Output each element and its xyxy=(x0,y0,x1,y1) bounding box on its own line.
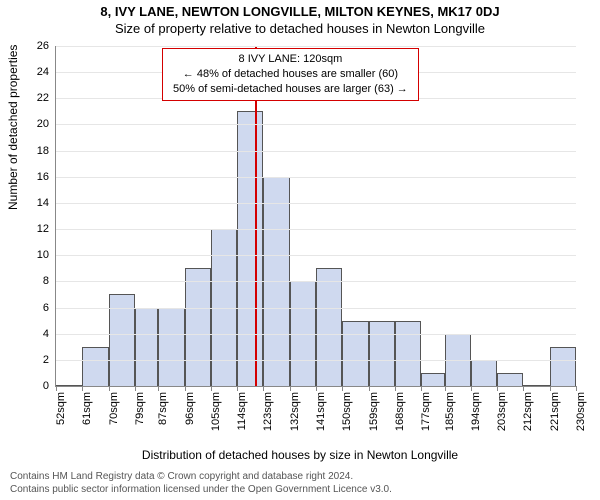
histogram-bar xyxy=(421,373,444,386)
footer-line1: Contains HM Land Registry data © Crown c… xyxy=(10,471,392,484)
gridline xyxy=(56,46,576,47)
y-axis-label: Number of detached properties xyxy=(6,45,20,210)
histogram-bar xyxy=(471,360,497,386)
x-tick-mark xyxy=(135,386,136,391)
histogram-bar xyxy=(369,321,395,386)
x-tick: 52sqm xyxy=(55,392,67,425)
y-tick: 22 xyxy=(23,92,49,104)
histogram-bar xyxy=(316,268,342,386)
x-tick-mark xyxy=(471,386,472,391)
y-tick: 20 xyxy=(23,118,49,130)
x-tick: 141sqm xyxy=(315,392,327,431)
y-tick: 14 xyxy=(23,197,49,209)
x-axis-label: Distribution of detached houses by size … xyxy=(0,448,600,462)
x-tick: 168sqm xyxy=(394,392,406,431)
x-tick: 114sqm xyxy=(236,392,248,430)
x-tick: 70sqm xyxy=(108,392,120,425)
callout-line1: 8 IVY LANE: 120sqm xyxy=(173,52,408,67)
x-tick-mark xyxy=(523,386,524,391)
gridline xyxy=(56,334,576,335)
y-tick: 16 xyxy=(23,171,49,183)
x-tick: 194sqm xyxy=(470,392,482,431)
x-tick-mark xyxy=(56,386,57,391)
x-tick: 177sqm xyxy=(420,392,432,431)
y-tick: 2 xyxy=(23,354,49,366)
x-tick-mark xyxy=(316,386,317,391)
histogram-bar xyxy=(237,111,263,386)
histogram-bar xyxy=(135,308,158,386)
x-tick: 132sqm xyxy=(289,392,301,431)
x-tick: 185sqm xyxy=(444,392,456,431)
gridline xyxy=(56,177,576,178)
x-tick: 96sqm xyxy=(184,392,196,425)
histogram-bar xyxy=(158,308,184,386)
footer-line2: Contains public sector information licen… xyxy=(10,484,392,497)
x-tick-mark xyxy=(445,386,446,391)
x-tick-mark xyxy=(185,386,186,391)
histogram-bar xyxy=(523,385,549,386)
gridline xyxy=(56,360,576,361)
x-tick-mark xyxy=(550,386,551,391)
chart-title-2: Size of property relative to detached ho… xyxy=(0,19,600,36)
x-tick: 150sqm xyxy=(341,392,353,431)
histogram-bar xyxy=(497,373,523,386)
x-tick-mark xyxy=(82,386,83,391)
y-tick: 6 xyxy=(23,302,49,314)
y-tick: 24 xyxy=(23,66,49,78)
y-tick: 12 xyxy=(23,223,49,235)
x-tick-mark xyxy=(342,386,343,391)
footer-text: Contains HM Land Registry data © Crown c… xyxy=(10,471,392,496)
histogram-bar xyxy=(185,268,211,386)
x-tick: 159sqm xyxy=(368,392,380,431)
x-tick: 105sqm xyxy=(210,392,222,431)
y-tick: 8 xyxy=(23,275,49,287)
histogram-bar xyxy=(56,385,82,386)
x-tick-mark xyxy=(576,386,577,391)
x-tick: 123sqm xyxy=(262,392,274,431)
y-tick: 10 xyxy=(23,249,49,261)
x-tick: 203sqm xyxy=(496,392,508,431)
x-tick-mark xyxy=(237,386,238,391)
y-tick: 4 xyxy=(23,328,49,340)
x-tick-mark xyxy=(290,386,291,391)
histogram-bar xyxy=(82,347,108,386)
gridline xyxy=(56,308,576,309)
chart-title-1: 8, IVY LANE, NEWTON LONGVILLE, MILTON KE… xyxy=(0,0,600,19)
gridline xyxy=(56,203,576,204)
y-tick: 0 xyxy=(23,380,49,392)
gridline xyxy=(56,124,576,125)
x-tick: 79sqm xyxy=(134,392,146,425)
y-tick: 18 xyxy=(23,145,49,157)
gridline xyxy=(56,229,576,230)
x-tick-mark xyxy=(211,386,212,391)
x-tick-mark xyxy=(369,386,370,391)
callout-line2: ← 48% of detached houses are smaller (60… xyxy=(173,67,408,82)
x-tick-mark xyxy=(395,386,396,391)
histogram-bar xyxy=(342,321,368,386)
x-tick: 212sqm xyxy=(522,392,534,431)
callout-line3: 50% of semi-detached houses are larger (… xyxy=(173,82,408,97)
gridline xyxy=(56,151,576,152)
gridline xyxy=(56,281,576,282)
x-tick-mark xyxy=(109,386,110,391)
x-tick: 230sqm xyxy=(575,392,587,431)
x-tick: 61sqm xyxy=(81,392,93,425)
gridline xyxy=(56,255,576,256)
callout-box: 8 IVY LANE: 120sqm ← 48% of detached hou… xyxy=(162,48,419,101)
x-tick: 221sqm xyxy=(549,392,561,431)
x-tick-mark xyxy=(421,386,422,391)
x-tick-mark xyxy=(263,386,264,391)
histogram-bar xyxy=(395,321,421,386)
x-tick-mark xyxy=(158,386,159,391)
x-tick: 87sqm xyxy=(157,392,169,425)
y-tick: 26 xyxy=(23,40,49,52)
x-tick-mark xyxy=(497,386,498,391)
histogram-bar xyxy=(550,347,576,386)
